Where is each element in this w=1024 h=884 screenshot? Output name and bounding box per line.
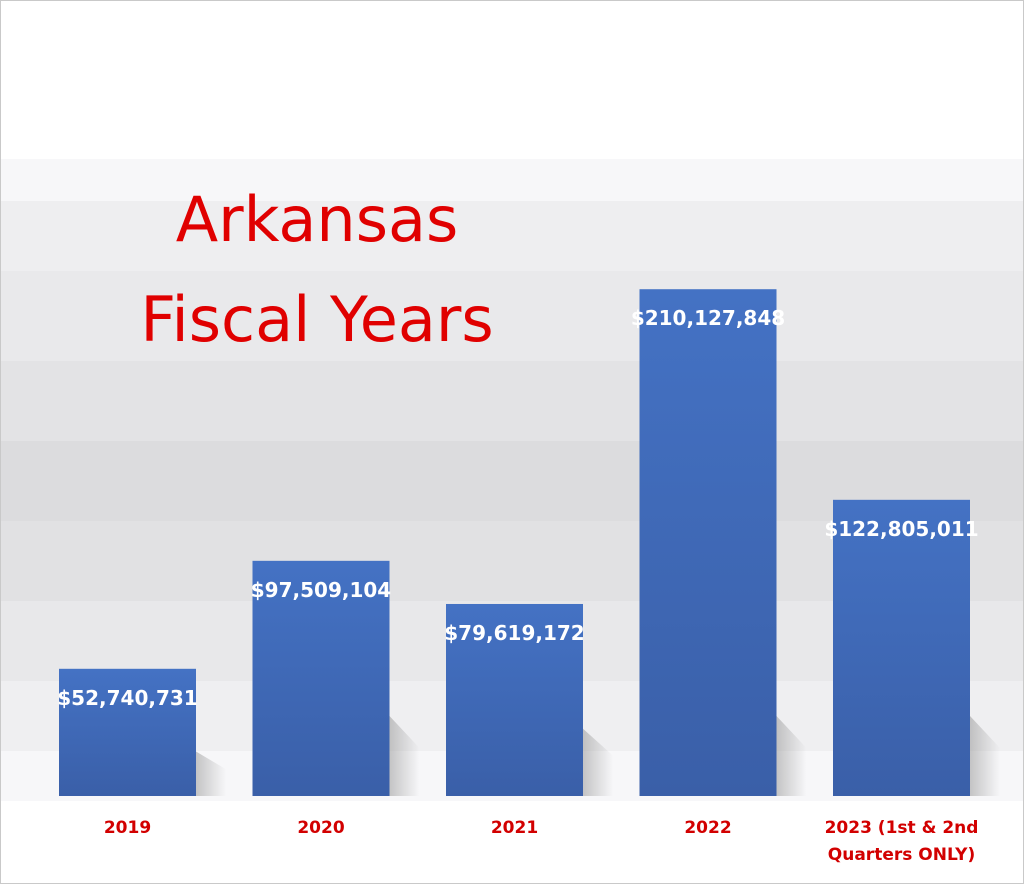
chart-title: Arkansas Fiscal Years [140,183,493,356]
value-label: $122,805,011 [824,517,978,541]
category-labels: 2019 2020 2021 2022 2023 (1st & 2nd Quarters … [104,818,979,865]
bar-shadow [776,716,807,796]
bar-2019 [59,668,196,796]
category-label: 2020 [297,818,344,838]
bar-2020 [252,560,390,796]
value-labels: $52,740,731 $97,509,104 $79,619,172 $210,12… [57,306,978,710]
category-label: Quarters ONLY) [828,845,975,865]
value-label: $52,740,731 [57,686,197,710]
bar-2021 [446,603,583,796]
value-label: $97,509,104 [251,578,391,602]
bar-shadow [196,751,226,796]
bar-2022 [639,289,777,796]
bar-shadow [389,716,420,796]
category-label: 2022 [684,818,731,838]
bar-shadow [583,728,613,796]
category-label: 2019 [104,818,151,838]
bar-shadows [196,716,1000,796]
category-label: 2021 [491,818,538,838]
category-label: 2023 (1st & 2nd [825,818,979,838]
bar-2023 [833,499,970,796]
value-label: $79,619,172 [444,621,584,645]
bars [59,289,970,796]
chart-title-line: Fiscal Years [140,283,493,356]
chart-title-line: Arkansas [176,183,459,256]
value-label: $210,127,848 [631,306,785,330]
bar-shadow [970,716,1000,796]
